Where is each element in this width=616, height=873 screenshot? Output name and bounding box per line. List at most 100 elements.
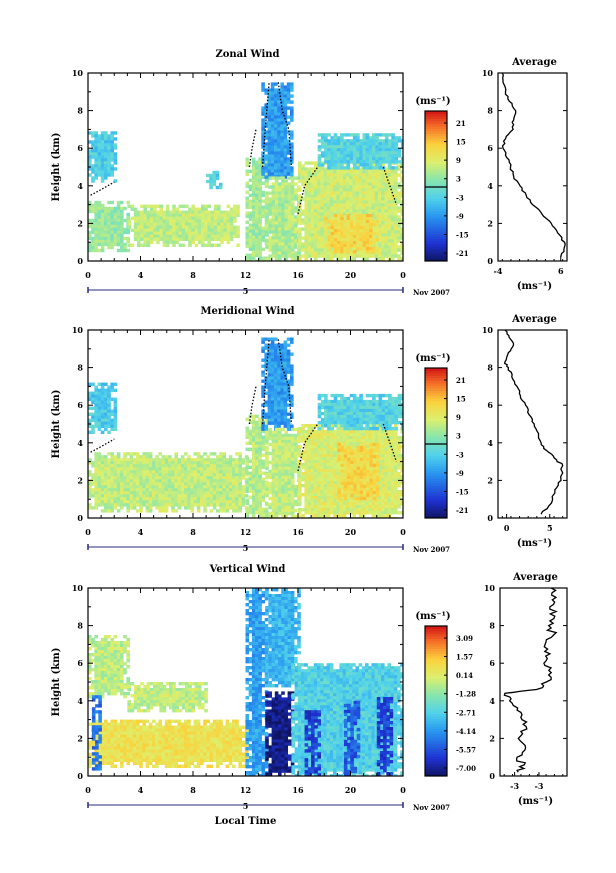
- x-tick-label: 20: [345, 270, 357, 280]
- x-tick-label: 0: [400, 785, 406, 795]
- y-tick-label: 10: [72, 68, 84, 78]
- average-panel: Average 0 2 4 6 8 10 -3 -3 (ms⁻¹): [484, 572, 568, 807]
- heatmap-block-10: [317, 133, 403, 170]
- heatmap-block-1: [88, 635, 130, 699]
- colorbar-frame: [424, 625, 448, 777]
- x-tick-label: 4: [138, 785, 144, 795]
- colorbar-tick-label: -4.14: [456, 727, 476, 736]
- colorbar-tick-label: 3: [456, 175, 461, 184]
- colorbar-tick-label: 15: [456, 395, 466, 404]
- avg-y-tick-label: 0: [487, 513, 493, 523]
- avg-y-tick-label: 10: [482, 68, 494, 78]
- heatmap-block-5: [245, 588, 269, 776]
- colorbar: (ms⁻¹) 21 15 9 3 -3 -9 -15 -21: [415, 96, 469, 262]
- colorbar-tick-label: 21: [456, 119, 466, 128]
- heatmap-block-7: [337, 442, 380, 501]
- heatmap-block-4: [261, 337, 294, 431]
- heatmap-block-3: [127, 204, 240, 247]
- avg-y-tick-label: 4: [487, 181, 493, 191]
- contour-line-3: [90, 438, 115, 453]
- heatmap-block-4: [206, 170, 223, 190]
- avg-x-label: (ms⁻¹): [518, 796, 553, 807]
- avg-x-label: (ms⁻¹): [517, 281, 552, 292]
- contour-line-1: [261, 339, 270, 425]
- colorbar-tick-label: 9: [456, 413, 461, 422]
- avg-y-tick-label: 6: [487, 400, 493, 410]
- chart-title: Vertical Wind: [209, 564, 286, 575]
- y-tick-label: 4: [77, 181, 83, 191]
- y-axis-label: Height (km): [51, 648, 62, 717]
- colorbar-tick-label: 3: [456, 432, 461, 441]
- y-tick-label: 10: [72, 583, 84, 593]
- avg-y-tick-label: 10: [482, 325, 494, 335]
- month-label: Nov 2007: [413, 803, 450, 812]
- average-frame: [499, 587, 568, 777]
- average-panel: Average 0 2 4 6 8 10 0 5 (ms⁻¹): [482, 314, 568, 549]
- x-tick-label: 16: [292, 270, 304, 280]
- y-tick-label: 6: [77, 400, 83, 410]
- avg-y-tick-label: 6: [487, 143, 493, 153]
- colorbar-tick-label: -3: [456, 450, 464, 459]
- colorbar-tick-label: 3.09: [456, 634, 473, 643]
- avg-y-tick-label: 2: [487, 475, 493, 485]
- y-tick-label: 8: [77, 106, 83, 116]
- x-axis-label: Local Time: [215, 816, 277, 827]
- avg-x-tick-label: 5: [547, 523, 553, 533]
- x-tick-label: 8: [190, 785, 196, 795]
- heatmap-block-1: [88, 382, 118, 434]
- date-label: 5: [243, 286, 249, 296]
- x-tick-label: 0: [85, 527, 91, 537]
- x-tick-label: 12: [240, 785, 251, 795]
- colorbar-tick-label: 15: [456, 138, 466, 147]
- month-label: Nov 2007: [413, 288, 450, 297]
- avg-y-tick-label: 10: [484, 583, 496, 593]
- heatmap-block-8: [298, 161, 403, 261]
- date-label: 5: [243, 543, 249, 553]
- average-profile-line: [503, 588, 558, 773]
- heatmap-block-11: [376, 697, 394, 776]
- y-tick-label: 10: [72, 325, 84, 335]
- contour-line-4: [297, 423, 319, 472]
- colorbar-tick-label: -5.57: [456, 745, 476, 754]
- y-tick-label: 6: [77, 658, 83, 668]
- contour-line-2: [277, 339, 293, 425]
- y-tick-label: 2: [77, 218, 83, 228]
- average-title: Average: [511, 314, 557, 325]
- colorbar: (ms⁻¹) 3.09 1.57 0.14 -1.28 -2.71 -4.14 -5.57 -7…: [415, 611, 476, 777]
- y-tick-label: 2: [77, 475, 83, 485]
- x-tick-label: 8: [190, 270, 196, 280]
- colorbar-tick-label: 21: [456, 376, 466, 385]
- colorbar-tick-label: -9: [456, 469, 464, 478]
- average-profile-line: [503, 330, 564, 515]
- y-tick-label: 0: [77, 256, 83, 266]
- zero-contours: [90, 339, 398, 472]
- heatmap-block-3: [91, 695, 102, 771]
- avg-y-tick-label: 4: [487, 438, 493, 448]
- x-tick-label: 20: [345, 527, 357, 537]
- avg-y-tick-label: 4: [489, 696, 495, 706]
- avg-x-tick-label: 0: [504, 523, 510, 533]
- y-tick-label: 8: [77, 621, 83, 631]
- colorbar-frame: [424, 110, 448, 262]
- chart-title: Zonal Wind: [215, 49, 279, 60]
- avg-x-tick-label: 6: [558, 266, 564, 276]
- heatmap-block-2: [88, 452, 249, 513]
- avg-x-tick-label: -3: [535, 781, 544, 791]
- avg-y-tick-label: 8: [489, 621, 495, 631]
- heatmap-block-8: [317, 393, 403, 431]
- colorbar-unit: (ms⁻¹): [415, 353, 450, 364]
- x-tick-label: 20: [345, 785, 357, 795]
- colorbar-frame: [424, 367, 448, 519]
- avg-y-tick-label: 6: [489, 658, 495, 668]
- heatmap-block-7: [265, 176, 301, 261]
- heatmap-field: [88, 588, 403, 776]
- y-tick-label: 8: [77, 363, 83, 373]
- average-frame: [497, 329, 568, 519]
- colorbar-tick-label: -7.00: [456, 764, 476, 773]
- heatmap-block-6: [265, 691, 295, 776]
- colorbar-tick-label: -15: [456, 230, 469, 239]
- x-tick-label: 0: [400, 527, 406, 537]
